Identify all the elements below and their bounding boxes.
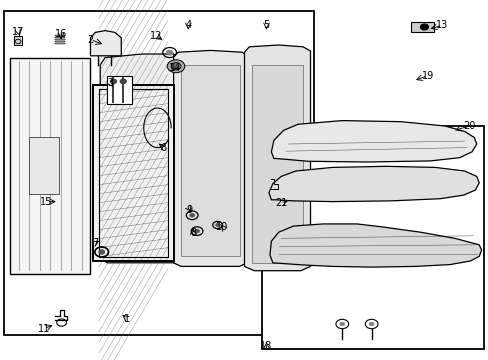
Text: 8: 8 <box>190 228 196 238</box>
Circle shape <box>215 224 219 226</box>
Bar <box>14 36 22 45</box>
Text: 13: 13 <box>435 20 448 30</box>
Text: 10: 10 <box>216 222 228 232</box>
Text: 21: 21 <box>274 198 287 208</box>
Polygon shape <box>173 50 246 266</box>
Polygon shape <box>244 45 310 271</box>
Circle shape <box>120 79 126 84</box>
Text: 3: 3 <box>107 78 113 88</box>
Bar <box>99 89 167 257</box>
Circle shape <box>99 250 104 254</box>
Bar <box>4 11 314 335</box>
Text: 12: 12 <box>150 31 163 41</box>
Circle shape <box>189 213 194 217</box>
Polygon shape <box>271 121 476 162</box>
Circle shape <box>99 250 104 254</box>
Text: 20: 20 <box>462 121 475 131</box>
Bar <box>55 35 65 36</box>
Circle shape <box>339 322 344 326</box>
Circle shape <box>167 60 184 73</box>
Text: 19: 19 <box>421 71 433 81</box>
Bar <box>181 65 239 256</box>
Polygon shape <box>90 31 121 56</box>
Bar <box>55 43 65 44</box>
Bar <box>55 39 65 40</box>
Text: 16: 16 <box>55 29 67 39</box>
Text: 17: 17 <box>12 27 25 37</box>
Bar <box>106 76 132 104</box>
Circle shape <box>368 322 373 326</box>
Bar <box>55 41 65 42</box>
Text: 1: 1 <box>124 314 130 324</box>
Circle shape <box>194 229 199 233</box>
Bar <box>10 58 90 274</box>
Polygon shape <box>268 166 478 202</box>
Polygon shape <box>100 54 183 263</box>
Polygon shape <box>269 224 481 267</box>
Text: 11: 11 <box>38 324 50 334</box>
Text: 14: 14 <box>168 63 181 73</box>
Bar <box>29 137 59 194</box>
Bar <box>261 126 483 349</box>
Circle shape <box>110 79 116 84</box>
Text: 7: 7 <box>92 238 98 248</box>
Bar <box>251 65 303 263</box>
Text: 4: 4 <box>185 20 191 30</box>
Text: 2: 2 <box>87 35 93 45</box>
Circle shape <box>171 63 181 70</box>
Text: 5: 5 <box>263 20 269 30</box>
Text: 9: 9 <box>186 204 192 215</box>
Bar <box>99 89 167 257</box>
Bar <box>93 85 173 261</box>
Text: 18: 18 <box>260 341 272 351</box>
Bar <box>410 22 433 32</box>
Bar <box>93 85 173 261</box>
Text: 6: 6 <box>161 143 166 153</box>
Text: 15: 15 <box>40 197 53 207</box>
Circle shape <box>166 50 173 55</box>
Bar <box>55 37 65 38</box>
Circle shape <box>420 24 427 30</box>
